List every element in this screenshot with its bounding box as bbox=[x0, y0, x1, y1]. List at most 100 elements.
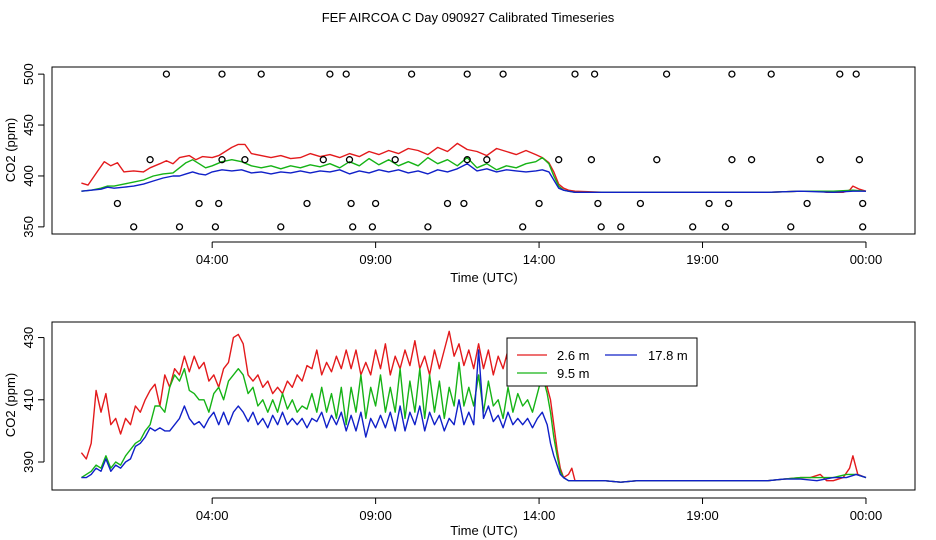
bottom-x-axis: 04:00 09:00 14:00 19:00 00:00 bbox=[196, 497, 883, 523]
top-marker bbox=[368, 223, 377, 231]
top-marker bbox=[728, 70, 736, 78]
top-marker bbox=[555, 156, 563, 164]
top-series-9-5-m bbox=[81, 156, 867, 193]
top-series-layer bbox=[81, 142, 867, 193]
top-marker bbox=[211, 223, 220, 231]
top-marker bbox=[859, 199, 867, 208]
top-marker bbox=[463, 70, 471, 78]
top-marker bbox=[803, 199, 811, 208]
bottom-x-tick-label: 04:00 bbox=[196, 508, 229, 523]
top-marker bbox=[594, 199, 602, 208]
top-marker bbox=[460, 199, 468, 208]
top-panel: 04:00 09:00 14:00 19:00 00:00 350 400 450 500 T… bbox=[3, 63, 916, 285]
top-marker bbox=[424, 223, 432, 231]
top-marker bbox=[162, 70, 171, 78]
figure-title: FEF AIRCOA C Day 090927 Calibrated Times… bbox=[322, 10, 615, 25]
bottom-plot-frame bbox=[51, 321, 916, 491]
top-marker bbox=[836, 70, 844, 78]
top-y-tick-label: 350 bbox=[21, 216, 36, 238]
top-marker bbox=[590, 70, 599, 78]
top-marker bbox=[483, 156, 491, 164]
top-y-tick-label: 400 bbox=[21, 165, 36, 187]
bottom-y-tick-label: 410 bbox=[21, 389, 36, 411]
top-marker bbox=[349, 223, 357, 231]
top-marker bbox=[175, 223, 184, 231]
top-marker bbox=[725, 199, 733, 208]
top-marker bbox=[218, 70, 226, 78]
bottom-x-tick-label: 14:00 bbox=[523, 508, 556, 523]
top-marker bbox=[319, 156, 327, 164]
bottom-x-tick-label: 09:00 bbox=[359, 508, 392, 523]
legend-label-9-5m: 9.5 m bbox=[557, 366, 590, 381]
top-y-tick-label: 500 bbox=[21, 63, 36, 85]
top-marker bbox=[407, 70, 416, 78]
top-y-tick-label: 450 bbox=[21, 114, 36, 136]
top-marker bbox=[113, 199, 122, 208]
bottom-y-axis-label: CO2 (ppm) bbox=[3, 373, 18, 437]
bottom-panel: 04:00 09:00 14:00 19:00 00:00 390 410 430 Time… bbox=[3, 321, 916, 538]
top-marker bbox=[705, 199, 713, 208]
top-marker bbox=[218, 156, 226, 164]
top-marker bbox=[241, 156, 249, 164]
top-marker bbox=[662, 70, 671, 78]
top-marker bbox=[499, 70, 507, 78]
top-x-tick-label: 04:00 bbox=[196, 252, 229, 267]
bottom-x-tick-label: 00:00 bbox=[850, 508, 883, 523]
top-marker bbox=[326, 70, 334, 78]
bottom-series-layer bbox=[80, 330, 867, 483]
top-marker bbox=[597, 223, 605, 231]
legend-box bbox=[506, 337, 698, 387]
top-x-tick-label: 14:00 bbox=[523, 252, 556, 267]
top-marker bbox=[636, 199, 645, 208]
top-marker bbox=[303, 199, 311, 208]
top-marker bbox=[747, 156, 756, 164]
top-marker bbox=[130, 223, 138, 231]
legend: 2.6 m 9.5 m 17.8 m bbox=[506, 337, 698, 387]
top-x-tick-label: 19:00 bbox=[686, 252, 719, 267]
top-marker bbox=[689, 223, 697, 231]
top-x-tick-label: 00:00 bbox=[850, 252, 883, 267]
top-marker bbox=[277, 223, 285, 231]
top-marker bbox=[443, 199, 452, 208]
top-y-axis-label: CO2 (ppm) bbox=[3, 118, 18, 182]
bottom-y-tick-label: 430 bbox=[21, 327, 36, 349]
top-marker bbox=[146, 156, 154, 164]
bottom-series-2-6-m bbox=[80, 330, 867, 483]
bottom-y-axis: 390 410 430 bbox=[21, 327, 45, 473]
top-marker bbox=[787, 223, 795, 231]
bottom-y-tick-label: 390 bbox=[21, 451, 36, 473]
bottom-x-tick-label: 19:00 bbox=[686, 508, 719, 523]
top-marker bbox=[535, 199, 543, 208]
top-marker bbox=[852, 70, 860, 78]
top-marker bbox=[519, 223, 527, 231]
top-marker bbox=[571, 70, 579, 78]
top-marker bbox=[617, 223, 625, 231]
top-marker bbox=[855, 156, 864, 164]
top-y-axis: 350 400 450 500 bbox=[21, 63, 45, 238]
top-markers bbox=[113, 70, 867, 231]
top-marker bbox=[767, 70, 775, 78]
top-marker bbox=[463, 156, 471, 164]
top-marker bbox=[215, 199, 223, 208]
top-marker bbox=[195, 199, 203, 208]
legend-label-2-6m: 2.6 m bbox=[557, 348, 590, 363]
top-marker bbox=[391, 156, 399, 164]
bottom-x-axis-label: Time (UTC) bbox=[450, 523, 517, 538]
bottom-series-17-8-m bbox=[81, 349, 867, 483]
top-series-17-8-m bbox=[81, 163, 866, 193]
top-plot-frame bbox=[51, 66, 916, 235]
top-marker bbox=[347, 199, 355, 208]
top-marker bbox=[257, 70, 265, 78]
top-x-axis: 04:00 09:00 14:00 19:00 00:00 bbox=[196, 241, 883, 267]
top-x-axis-label: Time (UTC) bbox=[450, 270, 517, 285]
top-x-tick-label: 09:00 bbox=[359, 252, 392, 267]
top-marker bbox=[859, 223, 867, 231]
top-marker bbox=[342, 70, 350, 78]
top-marker bbox=[721, 223, 730, 231]
top-marker bbox=[587, 156, 596, 164]
top-marker bbox=[653, 156, 661, 164]
top-marker bbox=[728, 156, 736, 164]
legend-label-17-8m: 17.8 m bbox=[648, 348, 688, 363]
top-marker bbox=[371, 199, 380, 208]
